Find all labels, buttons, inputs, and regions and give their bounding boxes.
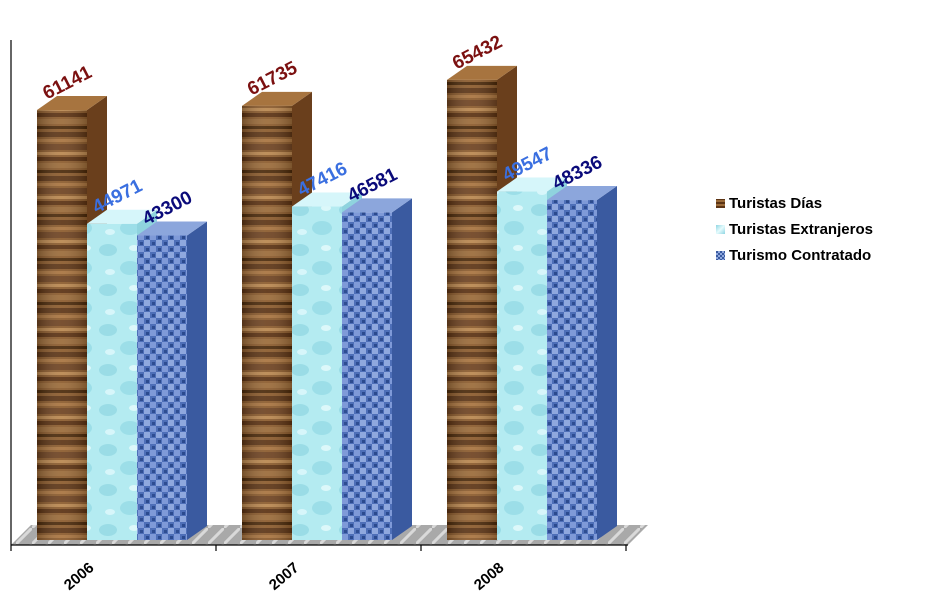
bar-shade [447, 79, 497, 541]
bar-shade [242, 105, 292, 540]
legend-label: Turismo Contratado [729, 246, 872, 264]
legend-item-turistas-dias: Turistas Días [716, 190, 931, 216]
bar-front [342, 212, 392, 541]
bar-front [497, 191, 547, 540]
legend-label: Turistas Días [729, 194, 823, 212]
bar-top [37, 96, 107, 110]
bar-front [292, 206, 342, 540]
bar-side [392, 198, 412, 541]
legend: Turistas Días Turistas Extranjeros Turis… [716, 190, 931, 268]
bar-top [497, 177, 567, 192]
bar [547, 186, 617, 541]
x-tick-label: 2008 [471, 559, 507, 593]
bar-shade [37, 110, 87, 540]
bar-top [87, 209, 157, 224]
bar-front [87, 223, 137, 540]
legend-item-turismo-contratado: Turismo Contratado [716, 242, 931, 268]
legend-swatch-water [716, 224, 725, 234]
bar-top [447, 65, 517, 80]
bar-side [597, 186, 617, 541]
legend-label: Turistas Extranjeros [729, 220, 873, 238]
bar-top [292, 192, 362, 207]
bar [137, 221, 207, 540]
legend-swatch-denim [716, 250, 725, 260]
bar-top [342, 198, 412, 213]
legend-item-turistas-extranjeros: Turistas Extranjeros [716, 216, 931, 242]
bar-front [137, 235, 187, 540]
bar-top [242, 91, 312, 106]
bar [342, 198, 412, 541]
bar-top [547, 186, 617, 201]
legend-swatch-wood [716, 198, 725, 208]
bar-front [547, 200, 597, 541]
bar-side [187, 221, 207, 540]
x-tick-label: 2007 [266, 559, 302, 593]
x-tick-label: 2006 [61, 559, 97, 593]
bar-top [137, 221, 207, 236]
